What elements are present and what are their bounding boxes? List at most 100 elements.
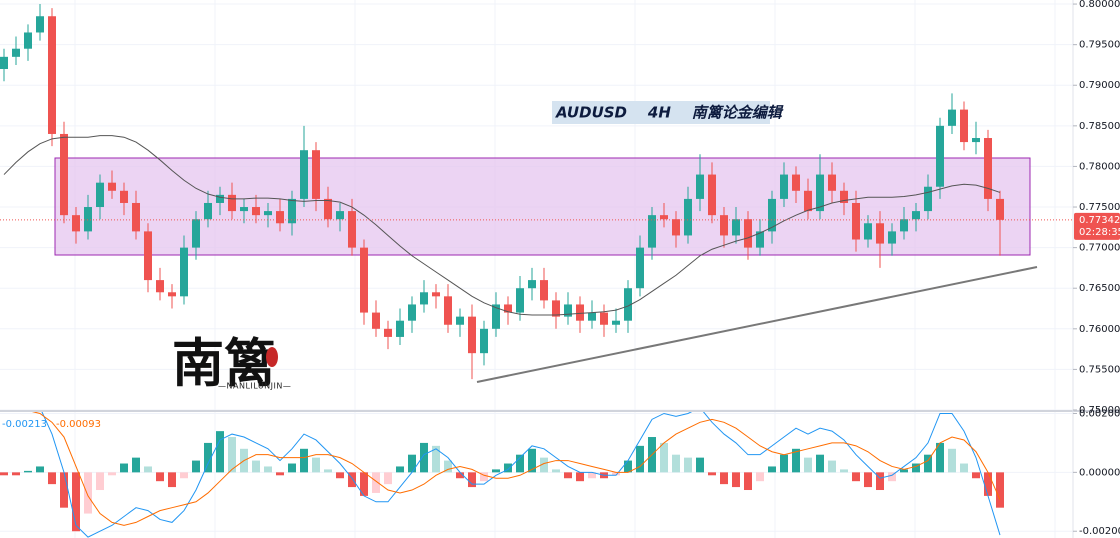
candle-body [672, 219, 680, 236]
candle-body [528, 280, 536, 289]
watermark-subtext: —NANLILUNJIN— [218, 382, 291, 391]
histogram-bar [180, 472, 188, 479]
histogram-bar [996, 472, 1004, 508]
histogram-bar [756, 472, 764, 482]
y-tick-label: 0.00200 [1079, 408, 1120, 419]
y-tick-label: 0.77000 [1079, 243, 1120, 254]
histogram-bar [336, 472, 344, 479]
histogram-bar [912, 463, 920, 473]
histogram-bar [432, 445, 440, 473]
histogram-bar [732, 472, 740, 488]
candle-body [324, 198, 332, 220]
histogram-bar [324, 469, 332, 473]
candle-body [948, 109, 956, 126]
histogram-bar [120, 463, 128, 473]
histogram-bar [696, 457, 704, 473]
candle-body [924, 186, 932, 212]
candle-body [432, 292, 440, 297]
histogram-bar [804, 457, 812, 473]
histogram-bar [708, 472, 716, 476]
histogram-bar [516, 454, 524, 473]
histogram-bar [564, 472, 572, 479]
candle-body [828, 174, 836, 191]
candle-body [480, 328, 488, 354]
candle-body [900, 219, 908, 232]
candle-body [204, 202, 212, 220]
candle-body [300, 150, 308, 199]
candle-body [456, 316, 464, 325]
histogram-bar [12, 472, 20, 476]
last-price-badge [1074, 212, 1120, 240]
candle-body [396, 320, 404, 337]
candle-body [180, 247, 188, 297]
candle-body [444, 296, 452, 325]
candle-body [36, 16, 44, 33]
candle-body [252, 207, 260, 216]
candle-body [408, 304, 416, 321]
histogram-bar [828, 460, 836, 473]
candle-body [108, 182, 116, 191]
candle-body [336, 211, 344, 220]
candle-body [504, 304, 512, 313]
candle-body [936, 125, 944, 187]
y-tick-label: 0.76000 [1079, 324, 1120, 335]
candle-body [132, 202, 140, 232]
candle-body [912, 211, 920, 220]
candle-body [816, 174, 824, 212]
histogram-bar [216, 431, 224, 473]
macd-line [31, 412, 1001, 526]
histogram-bar [36, 466, 44, 473]
histogram-bar [252, 460, 260, 473]
histogram-bar [204, 442, 212, 473]
histogram-bar [576, 472, 584, 482]
histogram-bar [480, 472, 488, 482]
candle-body [84, 207, 92, 232]
y-tick-label: 0.76500 [1079, 283, 1120, 294]
histogram-bar [24, 470, 32, 473]
histogram-bar [660, 442, 668, 473]
histogram-bar [156, 472, 164, 482]
histogram-bar [396, 466, 404, 473]
candle-body [72, 215, 80, 232]
histogram-bar [720, 472, 728, 485]
histogram-bar [84, 472, 92, 514]
histogram-bar [588, 472, 596, 479]
candle-body [756, 231, 764, 248]
price-pane [0, 4, 1073, 380]
candle-body [744, 219, 752, 248]
candle-body [888, 231, 896, 244]
candle-body [516, 288, 524, 313]
vertical-grid [74, 0, 1056, 538]
y-tick-label: 0.75500 [1079, 364, 1120, 375]
histogram-bar [144, 466, 152, 473]
histogram-bar [852, 472, 860, 482]
candle-body [732, 219, 740, 236]
candle-body [360, 247, 368, 313]
y-tick-label: 0.80000 [1079, 0, 1120, 10]
histogram-bar [384, 472, 392, 485]
histogram-bar [840, 469, 848, 473]
histogram-bar [420, 442, 428, 473]
histogram-bar [540, 457, 548, 473]
macd-line [41, 412, 1001, 538]
chart-title: AUDUSD 4H 南篱论金编辑 [555, 104, 784, 122]
candle-body [384, 328, 392, 337]
candle-body [840, 190, 848, 203]
histogram-bar [984, 472, 992, 496]
histogram-bar [552, 469, 560, 473]
histogram-bar [744, 472, 752, 491]
candle-body [540, 280, 548, 301]
moving-average [3, 135, 1001, 316]
histogram-bar [900, 469, 908, 473]
histogram-bar [816, 454, 824, 473]
histogram-bar [300, 448, 308, 473]
histogram-bar [48, 472, 56, 485]
y-tick-label: -0.00200 [1079, 526, 1120, 537]
candle-body [768, 198, 776, 232]
histogram-bar [792, 448, 800, 473]
histogram-bar [612, 472, 620, 476]
histogram-bar [960, 463, 968, 473]
candle-body [708, 174, 716, 216]
candle-body [972, 138, 980, 143]
